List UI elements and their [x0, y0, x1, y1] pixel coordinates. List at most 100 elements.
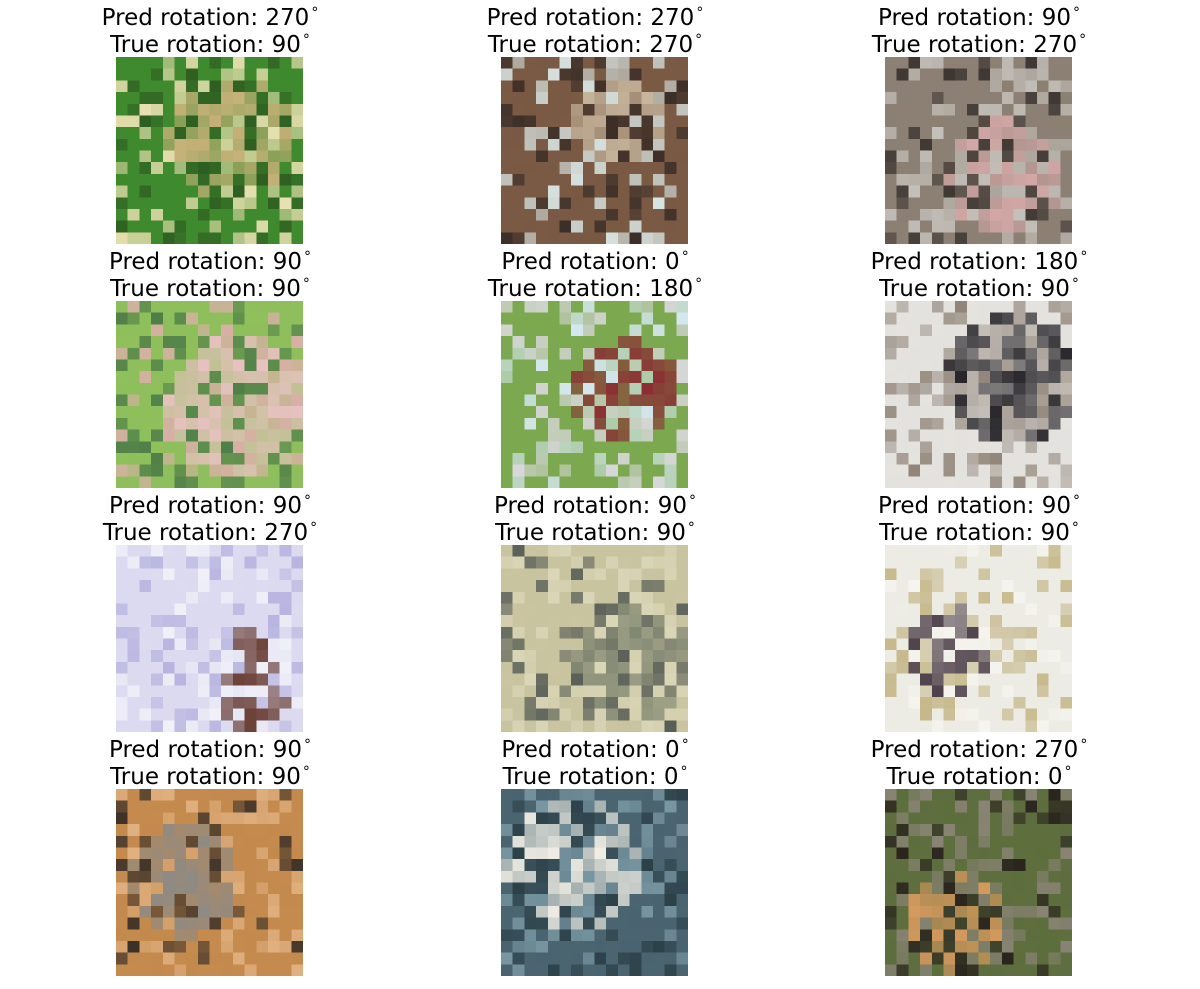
- grid-cell: Pred rotation: 180 ° True rotation: 90 °: [829, 244, 1129, 488]
- degree-unit: °: [689, 493, 696, 509]
- pred-value: 0: [665, 737, 680, 763]
- true-value: 90: [1040, 520, 1070, 546]
- true-value: 90: [656, 520, 686, 546]
- pred-prefix: Pred rotation:: [108, 737, 273, 763]
- true-rotation-label: True rotation: 270 °: [60, 515, 360, 547]
- true-prefix: True rotation:: [487, 276, 650, 302]
- degree-unit: °: [310, 520, 318, 536]
- degree-unit: °: [1080, 249, 1088, 265]
- grid-cell: Pred rotation: 90 ° True rotation: 90 °: [445, 488, 745, 732]
- pred-prefix: Pred rotation:: [501, 249, 666, 275]
- cifar-thumbnail-camouflaged-frog: [501, 545, 688, 732]
- pred-value: 180: [1034, 249, 1079, 275]
- grid-cell: Pred rotation: 0 ° True rotation: 0 °: [445, 732, 745, 976]
- cifar-thumbnail-gray-animal-on-pink: [885, 57, 1072, 244]
- true-prefix: True rotation:: [110, 276, 272, 302]
- true-rotation-label: True rotation: 90 °: [445, 515, 745, 547]
- true-prefix: True rotation:: [110, 32, 272, 58]
- cifar-thumbnail-brown-frog-gray: [116, 789, 303, 976]
- true-value: 90: [271, 276, 301, 302]
- pred-rotation-label: Pred rotation: 270 °: [60, 0, 360, 32]
- true-rotation-label: True rotation: 0 °: [829, 759, 1129, 791]
- true-rotation-label: True rotation: 0 °: [445, 759, 745, 791]
- cifar-thumbnail-vehicle-plaid: [501, 301, 688, 488]
- grid-cell: Pred rotation: 0 ° True rotation: 180 °: [445, 244, 745, 488]
- pred-rotation-label: Pred rotation: 90 °: [60, 732, 360, 764]
- true-prefix: True rotation:: [502, 764, 664, 790]
- pred-prefix: Pred rotation:: [108, 249, 273, 275]
- true-rotation-label: True rotation: 90 °: [60, 271, 360, 303]
- pred-value: 270: [265, 5, 310, 31]
- degree-unit: °: [302, 276, 310, 292]
- cifar-thumbnail-green-frog-on-pink: [116, 301, 303, 488]
- pred-rotation-label: Pred rotation: 0 °: [445, 244, 745, 276]
- true-rotation-label: True rotation: 270 °: [445, 27, 745, 59]
- cifar-thumbnail-truck-bright: [885, 545, 1072, 732]
- true-prefix: True rotation:: [871, 32, 1034, 58]
- pred-rotation-label: Pred rotation: 90 °: [445, 488, 745, 520]
- pred-prefix: Pred rotation:: [101, 5, 266, 31]
- pred-prefix: Pred rotation:: [493, 493, 658, 519]
- grid-cell: Pred rotation: 90 ° True rotation: 90 °: [60, 732, 360, 976]
- pred-rotation-label: Pred rotation: 90 °: [60, 488, 360, 520]
- pred-value: 90: [1041, 493, 1071, 519]
- true-prefix: True rotation:: [495, 520, 657, 546]
- grid-cell: Pred rotation: 90 ° True rotation: 270 °: [60, 488, 360, 732]
- degree-unit: °: [304, 737, 311, 753]
- true-value: 0: [1047, 764, 1063, 790]
- pred-prefix: Pred rotation:: [870, 737, 1035, 763]
- pred-rotation-label: Pred rotation: 90 °: [829, 0, 1129, 32]
- true-rotation-label: True rotation: 90 °: [829, 271, 1129, 303]
- degree-unit: °: [695, 276, 703, 292]
- pred-rotation-label: Pred rotation: 270 °: [829, 732, 1129, 764]
- pred-prefix: Pred rotation:: [877, 5, 1042, 31]
- grid-cell: Pred rotation: 90 ° True rotation: 270 °: [829, 0, 1129, 244]
- true-prefix: True rotation:: [102, 520, 265, 546]
- pred-rotation-label: Pred rotation: 180 °: [829, 244, 1129, 276]
- cifar-thumbnail-black-white-dog: [885, 301, 1072, 488]
- true-rotation-label: True rotation: 90 °: [60, 27, 360, 59]
- degree-unit: °: [311, 5, 319, 21]
- degree-unit: °: [696, 5, 704, 21]
- pred-value: 270: [1034, 737, 1079, 763]
- pred-value: 90: [272, 493, 302, 519]
- degree-unit: °: [1073, 5, 1080, 21]
- degree-unit: °: [1064, 764, 1072, 780]
- cifar-thumbnail-orange-frog-grass: [885, 789, 1072, 976]
- degree-unit: °: [1073, 493, 1080, 509]
- degree-unit: °: [1071, 276, 1079, 292]
- grid-cell: Pred rotation: 270 ° True rotation: 0 °: [829, 732, 1129, 976]
- true-prefix: True rotation:: [879, 520, 1041, 546]
- cifar-thumbnail-frog-on-leaves: [116, 57, 303, 244]
- pred-prefix: Pred rotation:: [877, 493, 1042, 519]
- degree-unit: °: [1071, 520, 1079, 536]
- true-value: 180: [649, 276, 694, 302]
- true-rotation-label: True rotation: 180 °: [445, 271, 745, 303]
- pred-rotation-label: Pred rotation: 90 °: [60, 244, 360, 276]
- grid-cell: Pred rotation: 270 ° True rotation: 90 °: [60, 0, 360, 244]
- true-rotation-label: True rotation: 90 °: [829, 515, 1129, 547]
- degree-unit: °: [1080, 737, 1088, 753]
- true-prefix: True rotation:: [886, 764, 1048, 790]
- degree-unit: °: [681, 249, 689, 265]
- degree-unit: °: [681, 737, 689, 753]
- true-value: 270: [1033, 32, 1078, 58]
- degree-unit: °: [695, 32, 703, 48]
- true-value: 90: [271, 764, 301, 790]
- pred-value: 270: [650, 5, 695, 31]
- true-prefix: True rotation:: [487, 32, 650, 58]
- cifar-thumbnail-brown-object-with-label: [501, 57, 688, 244]
- true-prefix: True rotation:: [110, 764, 272, 790]
- pred-value: 90: [657, 493, 687, 519]
- degree-unit: °: [302, 764, 310, 780]
- grid-cell: Pred rotation: 90 ° True rotation: 90 °: [829, 488, 1129, 732]
- true-rotation-label: True rotation: 90 °: [60, 759, 360, 791]
- true-value: 90: [1040, 276, 1070, 302]
- pred-value: 0: [665, 249, 680, 275]
- true-value: 0: [663, 764, 679, 790]
- degree-unit: °: [304, 249, 311, 265]
- pred-value: 90: [272, 249, 302, 275]
- degree-unit: °: [680, 764, 688, 780]
- cifar-thumbnail-brown-deer-snow: [116, 545, 303, 732]
